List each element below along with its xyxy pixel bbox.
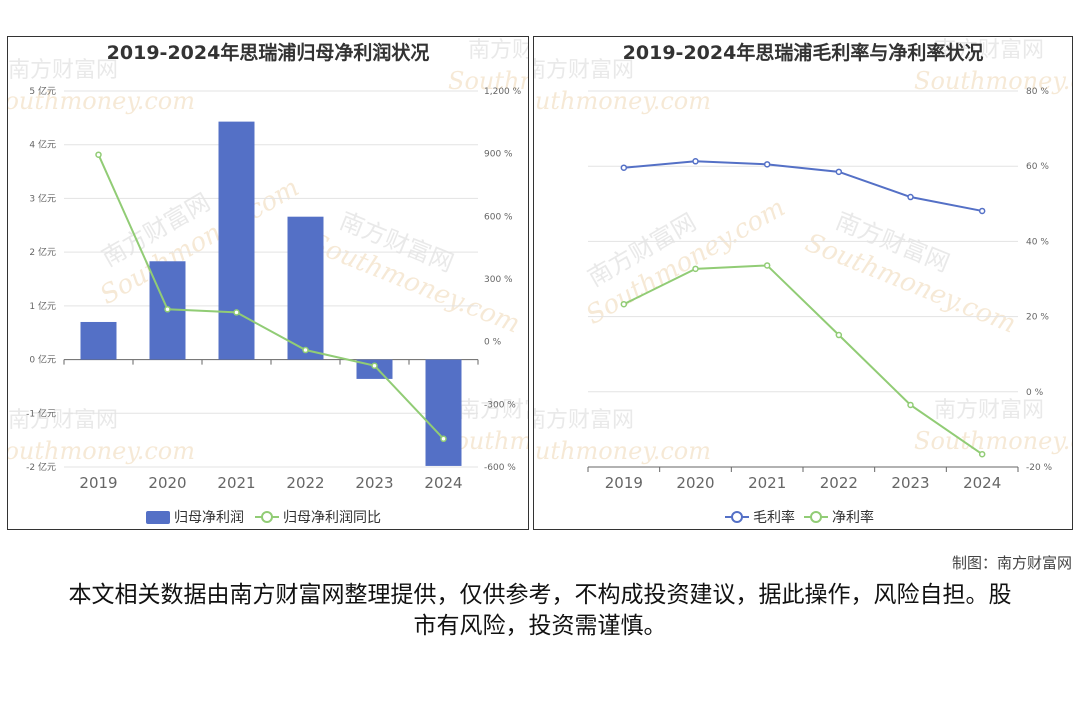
y-left-tick-label: 5 亿元	[29, 85, 56, 97]
series-1-point-2024	[978, 450, 986, 458]
series-0-point-2022	[835, 168, 843, 176]
x-tick-label: 2020	[676, 474, 714, 492]
bar-2024	[425, 359, 462, 466]
yoy-point-2023	[371, 362, 378, 369]
bar-2019	[80, 321, 117, 360]
watermark-cn-4: 南方财富网	[534, 58, 634, 83]
watermark-cn-5: 南方财富网	[534, 408, 634, 433]
x-tick-label: 2022	[820, 474, 858, 492]
x-tick-label: 2019	[79, 474, 117, 492]
series-1-point-2021	[763, 262, 771, 269]
series-0-point-2023	[907, 193, 914, 201]
legend-swatch-0	[146, 511, 170, 524]
margin-chart: 南方财富网 Southmoney.com 南方财富网 Southmoney.com 南方…	[534, 38, 1072, 526]
series-1-point-2022	[835, 331, 843, 339]
y-left-tick-label: 1 亿元	[29, 300, 56, 312]
series-0-point-2020	[692, 158, 699, 165]
watermark-cn-2: 南方财富网	[8, 58, 118, 83]
series-1-point-2020	[692, 265, 699, 273]
x-tick-label: 2024	[424, 474, 462, 492]
series-line-1	[623, 264, 983, 456]
series-line-0	[623, 160, 983, 212]
y-right-tick-label: 1,200 %	[484, 87, 522, 97]
yoy-point-2020	[164, 306, 171, 313]
yoy-point-2019	[95, 151, 102, 158]
legend-label-0: 毛利率	[753, 509, 795, 526]
series-1-point-2019	[620, 300, 628, 308]
x-tick-label: 2021	[217, 474, 255, 492]
y-left-tick-label: -2 亿元	[26, 461, 56, 473]
yoy-point-2024	[440, 435, 447, 443]
watermark-en-4: Southmoney.com	[534, 87, 711, 115]
margin-chart-panel: 南方财富网 Southmoney.com 南方财富网 Southmoney.com 南方…	[533, 36, 1073, 530]
y-right-tick-label: 300 %	[484, 275, 513, 285]
watermark-en-3: Southmoney.com	[8, 437, 195, 465]
yoy-point-2021	[233, 309, 240, 316]
watermark-en-5: Southmoney.com	[534, 437, 711, 465]
x-tick-label: 2023	[891, 474, 929, 492]
watermark-cn-3: 南方财富网	[8, 408, 118, 433]
net-profit-chart-panel: 南方财富网 Southmoney.com 南方财富网 Southmoney.com 南方…	[7, 36, 529, 530]
y-right-tick-label: 20 %	[1026, 313, 1049, 323]
x-tick-label: 2024	[963, 474, 1001, 492]
y-left-tick-label: -1 亿元	[26, 407, 56, 419]
net-profit-chart: 南方财富网 Southmoney.com 南方财富网 Southmoney.com 南方…	[8, 38, 528, 526]
disclaimer-text: 本文相关数据由南方财富网整理提供，仅供参考，不构成投资建议，据此操作，风险自担。…	[68, 582, 1012, 639]
series-0-point-2019	[620, 164, 628, 171]
yoy-point-2022	[302, 346, 309, 354]
bar-2022	[287, 216, 324, 360]
x-tick-label: 2019	[605, 474, 643, 492]
chart-title: 2019-2024年思瑞浦归母净利润状况	[107, 41, 430, 64]
legend-label-0: 归母净利润	[174, 509, 244, 526]
watermark-cn-5: 南方财富网	[458, 398, 528, 423]
legend-marker-0	[731, 511, 743, 523]
x-tick-label: 2021	[748, 474, 786, 492]
y-left-tick-label: 4 亿元	[29, 139, 56, 151]
y-right-tick-label: 0 %	[484, 338, 502, 348]
legend-marker-1	[261, 511, 273, 523]
watermark-en-2: Southmoney.com	[914, 67, 1072, 95]
y-right-tick-label: 0 %	[1026, 388, 1044, 398]
series-0-point-2021	[763, 161, 771, 168]
watermark-cn-2: 南方财富网	[934, 38, 1044, 63]
bar-2021	[218, 121, 255, 360]
watermark-cn-3: 南方财富网	[934, 398, 1044, 423]
x-tick-label: 2022	[286, 474, 324, 492]
y-right-tick-label: 40 %	[1026, 237, 1049, 247]
chart-title: 2019-2024年思瑞浦毛利率与净利率状况	[623, 41, 984, 64]
y-right-tick-label: 900 %	[484, 150, 513, 160]
watermark-en-2: Southmoney.com	[8, 87, 195, 115]
y-right-tick-label: -600 %	[484, 463, 516, 473]
yoy-line	[97, 154, 445, 440]
series-1-point-2023	[907, 401, 914, 409]
y-right-tick-label: 60 %	[1026, 162, 1049, 172]
legend-marker-1	[810, 511, 822, 523]
watermark-cn-4: 南方财富网	[468, 38, 528, 63]
y-right-tick-label: -20 %	[1026, 463, 1053, 473]
chart-credit: 制图：南方财富网	[951, 554, 1072, 572]
watermark-en-3: Southmoney.com	[914, 427, 1072, 455]
y-left-tick-label: 2 亿元	[29, 246, 56, 258]
series-0-point-2024	[978, 207, 986, 215]
x-tick-label: 2020	[148, 474, 186, 492]
legend-label-1: 归母净利润同比	[283, 509, 381, 526]
y-right-tick-label: 80 %	[1026, 87, 1049, 97]
y-left-tick-label: 3 亿元	[29, 192, 56, 204]
y-right-tick-label: -300 %	[484, 400, 516, 410]
y-right-tick-label: 600 %	[484, 212, 513, 222]
x-tick-label: 2023	[355, 474, 393, 492]
y-left-tick-label: 0 亿元	[29, 354, 56, 366]
legend-label-1: 净利率	[832, 509, 874, 526]
watermark-en-4: Southmoney.com	[448, 67, 528, 95]
